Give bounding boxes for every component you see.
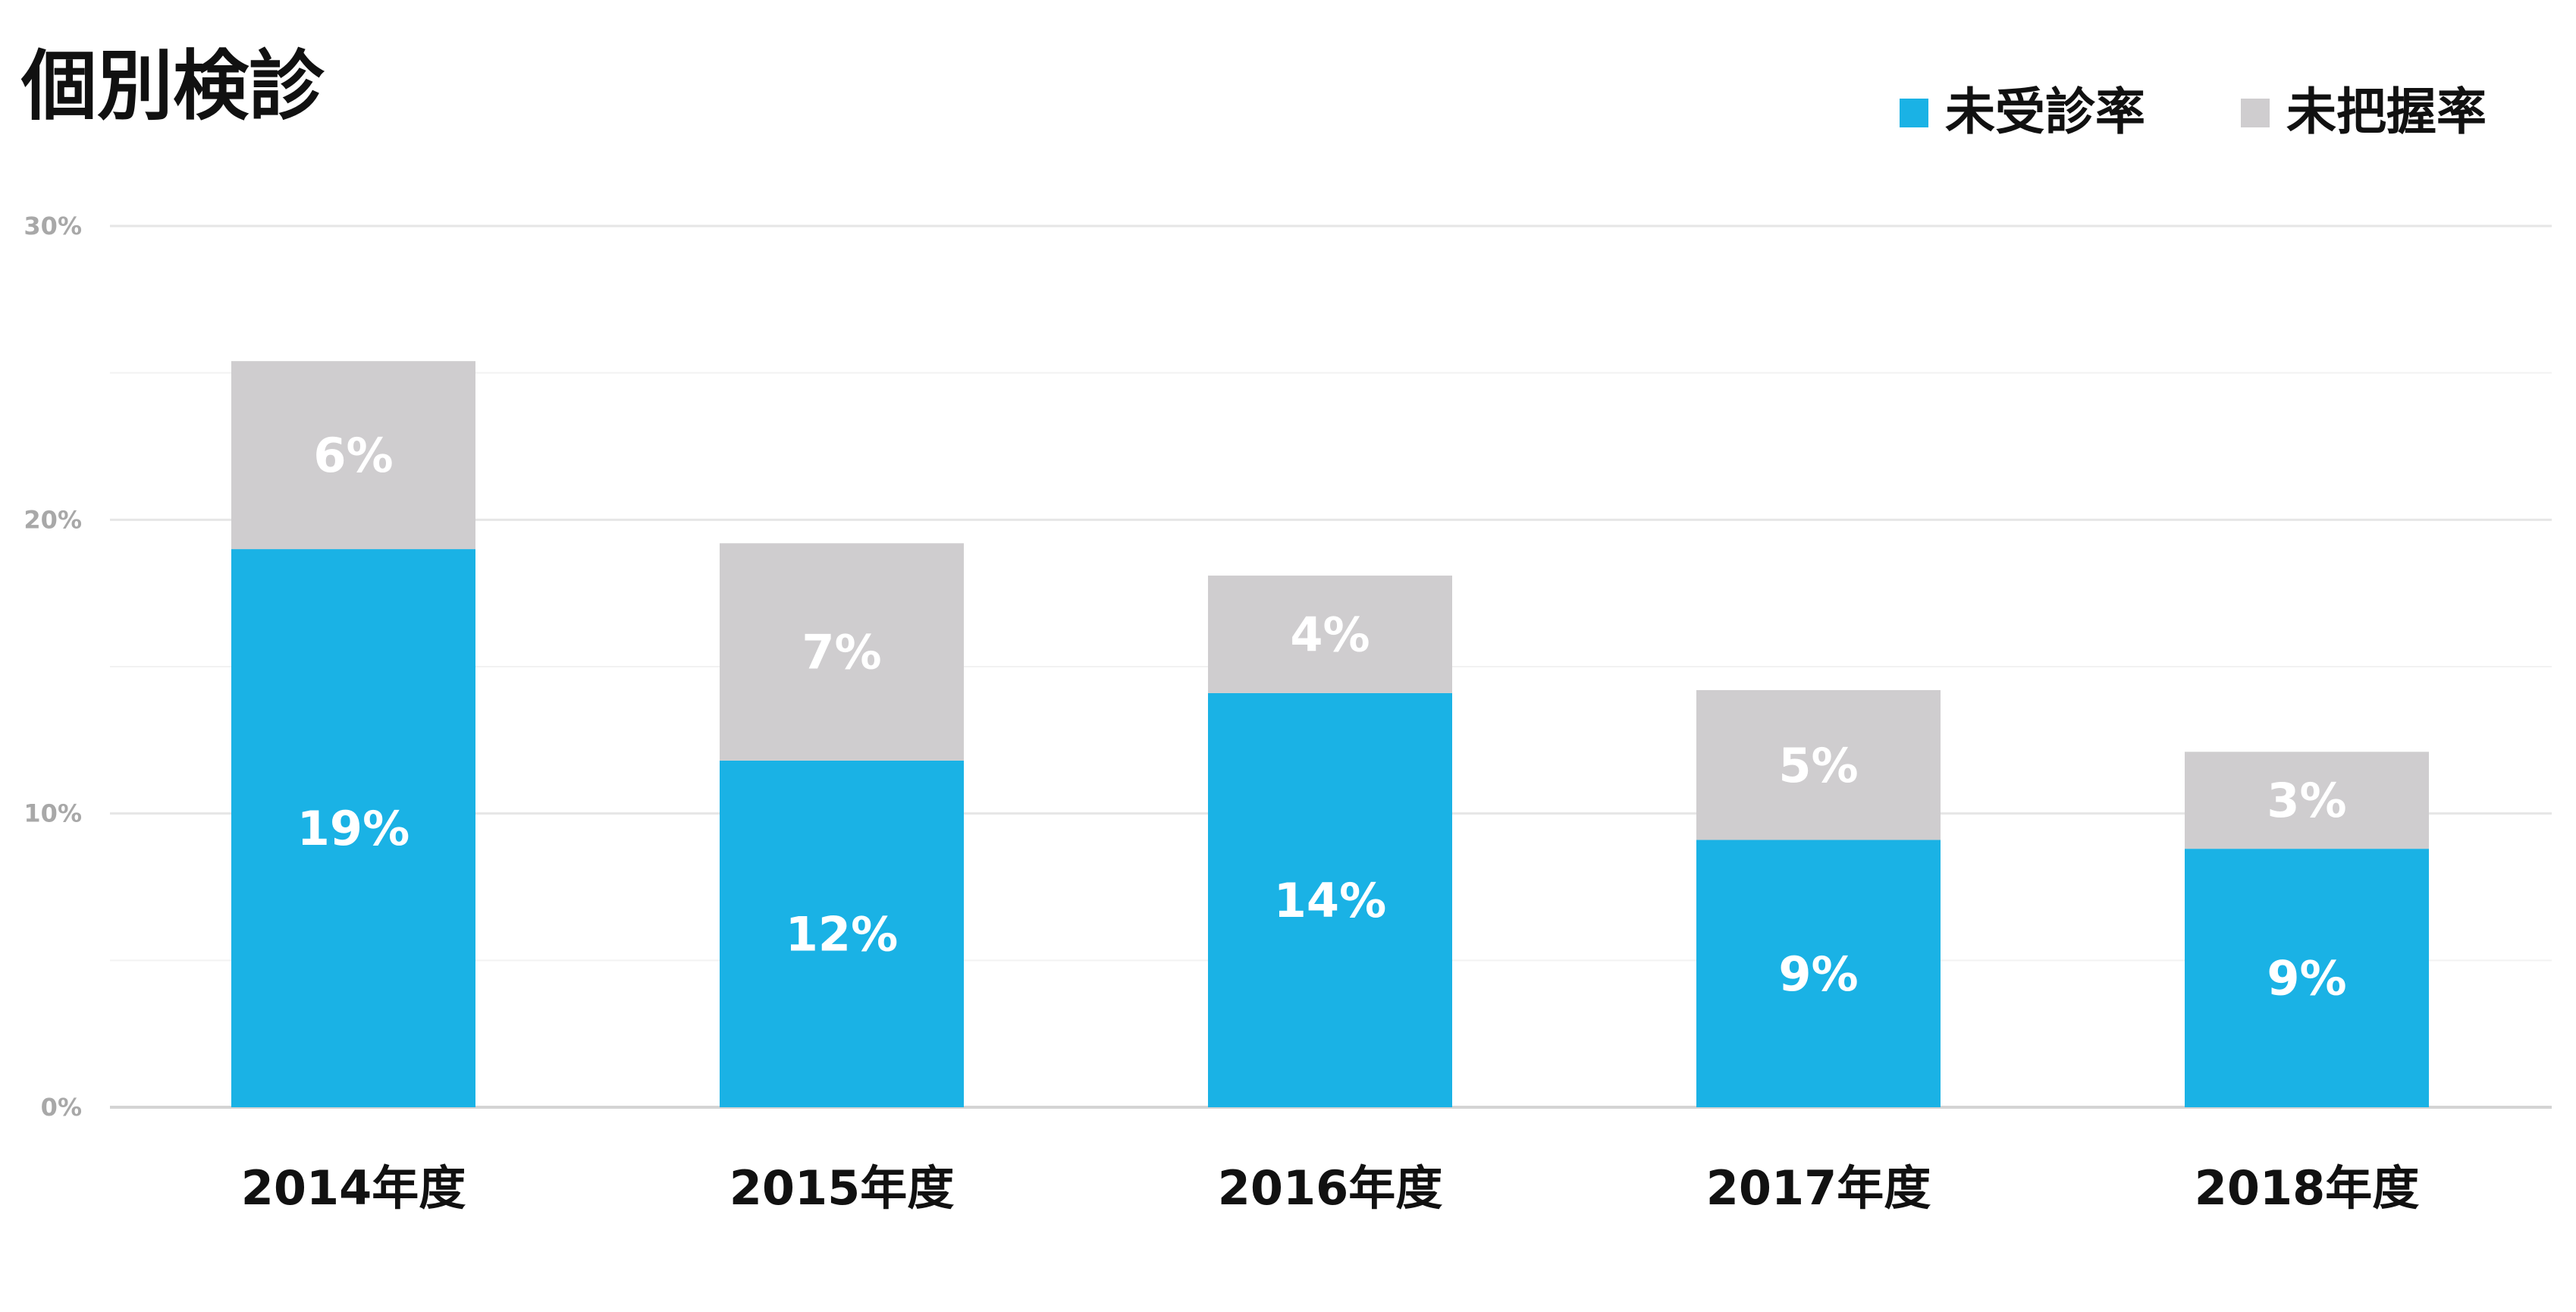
bar-segment [2185, 849, 2429, 1107]
bar-segment [1208, 692, 1452, 1107]
y-tick-label: 20% [24, 505, 82, 534]
bar-data-label: 19% [297, 801, 409, 856]
bar-data-label: 4% [1290, 607, 1370, 662]
bar-data-label: 7% [802, 625, 881, 680]
legend: 未受診率 未把握率 [1900, 83, 2487, 141]
bar-data-label: 5% [1778, 738, 1858, 793]
bar-segment [1696, 689, 1941, 840]
bar-segment [1696, 840, 1941, 1107]
bar-segment [720, 543, 964, 761]
chart-title: 個別検診 [20, 42, 325, 130]
bar-data-label: 12% [786, 906, 898, 962]
x-tick-label: 2014年度 [241, 1160, 466, 1216]
x-axis: 2014年度 2015年度 2016年度 2017年度 2018年度 [241, 1160, 2420, 1216]
x-tick-label: 2015年度 [730, 1160, 955, 1216]
legend-swatch [2241, 99, 2270, 127]
bar-segment [1208, 575, 1452, 693]
y-tick-label: 0% [41, 1093, 82, 1122]
bar-segment [2185, 752, 2429, 849]
bars: 19% 6% 12% 7% 14% 4% 9% 5% 9% 3% [231, 361, 2429, 1107]
bar-segment [231, 361, 475, 550]
bar-segment [720, 760, 964, 1107]
x-tick-label: 2017年度 [1706, 1160, 1931, 1216]
bar-data-label: 14% [1274, 873, 1386, 928]
legend-label: 未受診率 [1945, 83, 2145, 141]
y-axis: 0% 10% 20% 30% [24, 212, 82, 1122]
legend-swatch [1900, 99, 1928, 127]
bar-data-label: 3% [2267, 773, 2346, 828]
y-tick-label: 10% [24, 799, 82, 828]
bar-segment [231, 549, 475, 1107]
x-tick-label: 2016年度 [1218, 1160, 1443, 1216]
bar-data-label: 6% [313, 428, 393, 483]
y-tick-label: 30% [24, 212, 82, 240]
bar-data-label: 9% [2267, 951, 2346, 1006]
bar-data-label: 9% [1778, 946, 1858, 1002]
legend-label: 未把握率 [2286, 83, 2487, 141]
x-tick-label: 2018年度 [2195, 1160, 2420, 1216]
